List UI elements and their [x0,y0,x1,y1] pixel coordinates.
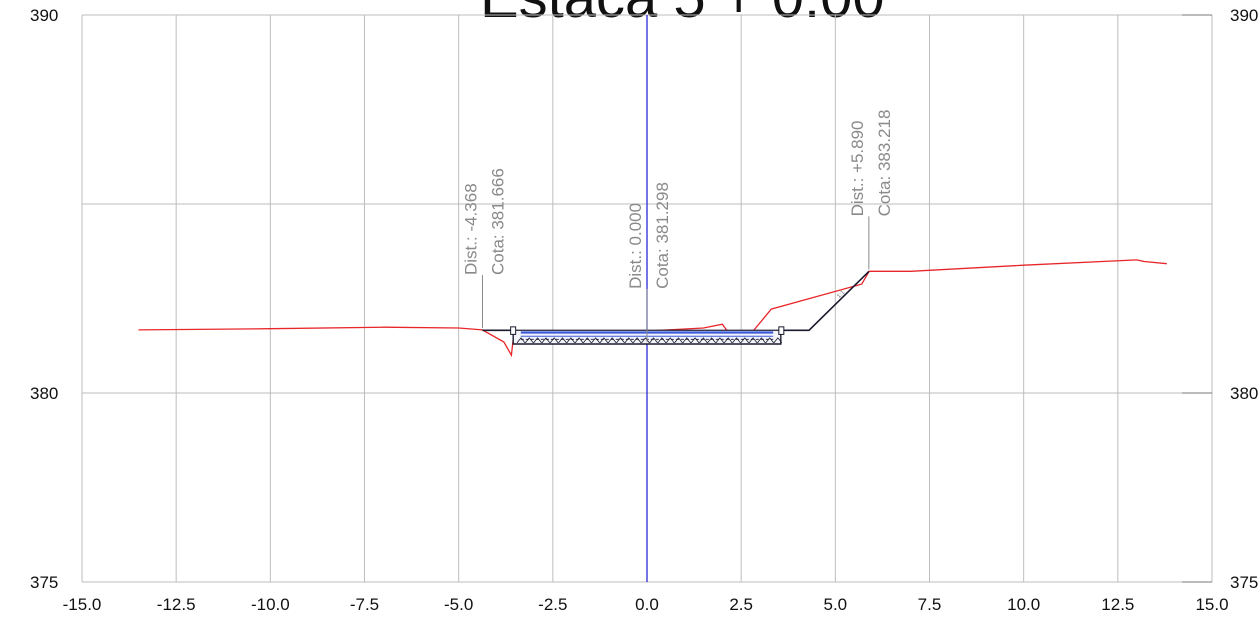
subbase-hatch [665,337,675,344]
x-tick-label: -2.5 [538,595,567,614]
subbase-hatch [657,337,667,344]
curb-right [778,326,785,335]
terrain-profile-line [138,259,1167,358]
subbase-hatch [773,337,783,344]
x-tick-label: -7.5 [350,595,379,614]
x-tick-label: 5.0 [824,595,848,614]
annotation-dist: Dist.: +5.890 [848,120,867,216]
subbase-hatch [690,337,700,344]
subbase-hatch [723,337,733,344]
y-tick-label-right: 390 [1230,6,1258,25]
subbase-hatch [748,337,758,344]
subbase-hatch [541,337,551,344]
subbase-hatch [574,337,584,344]
x-tick-label: -10.0 [251,595,290,614]
y-tick-label-left: 375 [30,573,58,592]
x-tick-label: 10.0 [1007,595,1040,614]
subbase-hatch [524,337,534,344]
x-tick-label: -15.0 [63,595,102,614]
x-tick-label: 0.0 [635,595,659,614]
slope-label: 1:1 [836,289,847,300]
x-tick-label: 7.5 [918,595,942,614]
subbase-hatch [599,337,609,344]
subbase-hatch [740,337,750,344]
annotation-cota: Cota: 383.218 [875,110,894,217]
subbase-hatch [566,337,576,344]
subbase-hatch [624,337,634,344]
subbase-hatch [649,337,658,344]
subbase-hatch [607,337,617,344]
y-tick-label-left: 380 [30,384,58,403]
subbase-hatch [707,337,716,344]
subbase-hatch [732,337,741,344]
subbase-hatch [699,337,708,344]
annotation-cota: Cota: 381.298 [653,182,672,289]
x-tick-label: -12.5 [157,595,196,614]
annotation-dist: Dist.: -4.368 [462,183,481,275]
subbase-hatch [641,337,650,344]
subbase-hatch [616,337,625,344]
subbase-hatch [582,337,592,344]
curb-left [510,326,517,335]
annotation-dist: Dist.: 0.000 [626,203,645,289]
subbase-hatch [549,337,559,344]
x-tick-label: 12.5 [1101,595,1134,614]
subbase-hatch [558,337,567,344]
y-tick-label-left: 390 [30,6,58,25]
y-tick-label-right: 380 [1230,384,1258,403]
subbase-hatch [632,337,642,344]
x-tick-label: 15.0 [1195,595,1228,614]
subbase-hatch [533,337,542,344]
x-tick-label: -5.0 [444,595,473,614]
subbase-hatch [674,337,683,344]
annotation-cota: Cota: 381.666 [489,168,508,275]
subbase-hatch [516,337,526,344]
subbase-hatch [757,337,766,344]
x-tick-label: 2.5 [729,595,753,614]
subbase-hatch [765,337,775,344]
subbase-hatch [715,337,725,344]
subbase-hatch [682,337,692,344]
subbase-hatch [591,337,600,344]
y-tick-label-right: 375 [1230,573,1258,592]
